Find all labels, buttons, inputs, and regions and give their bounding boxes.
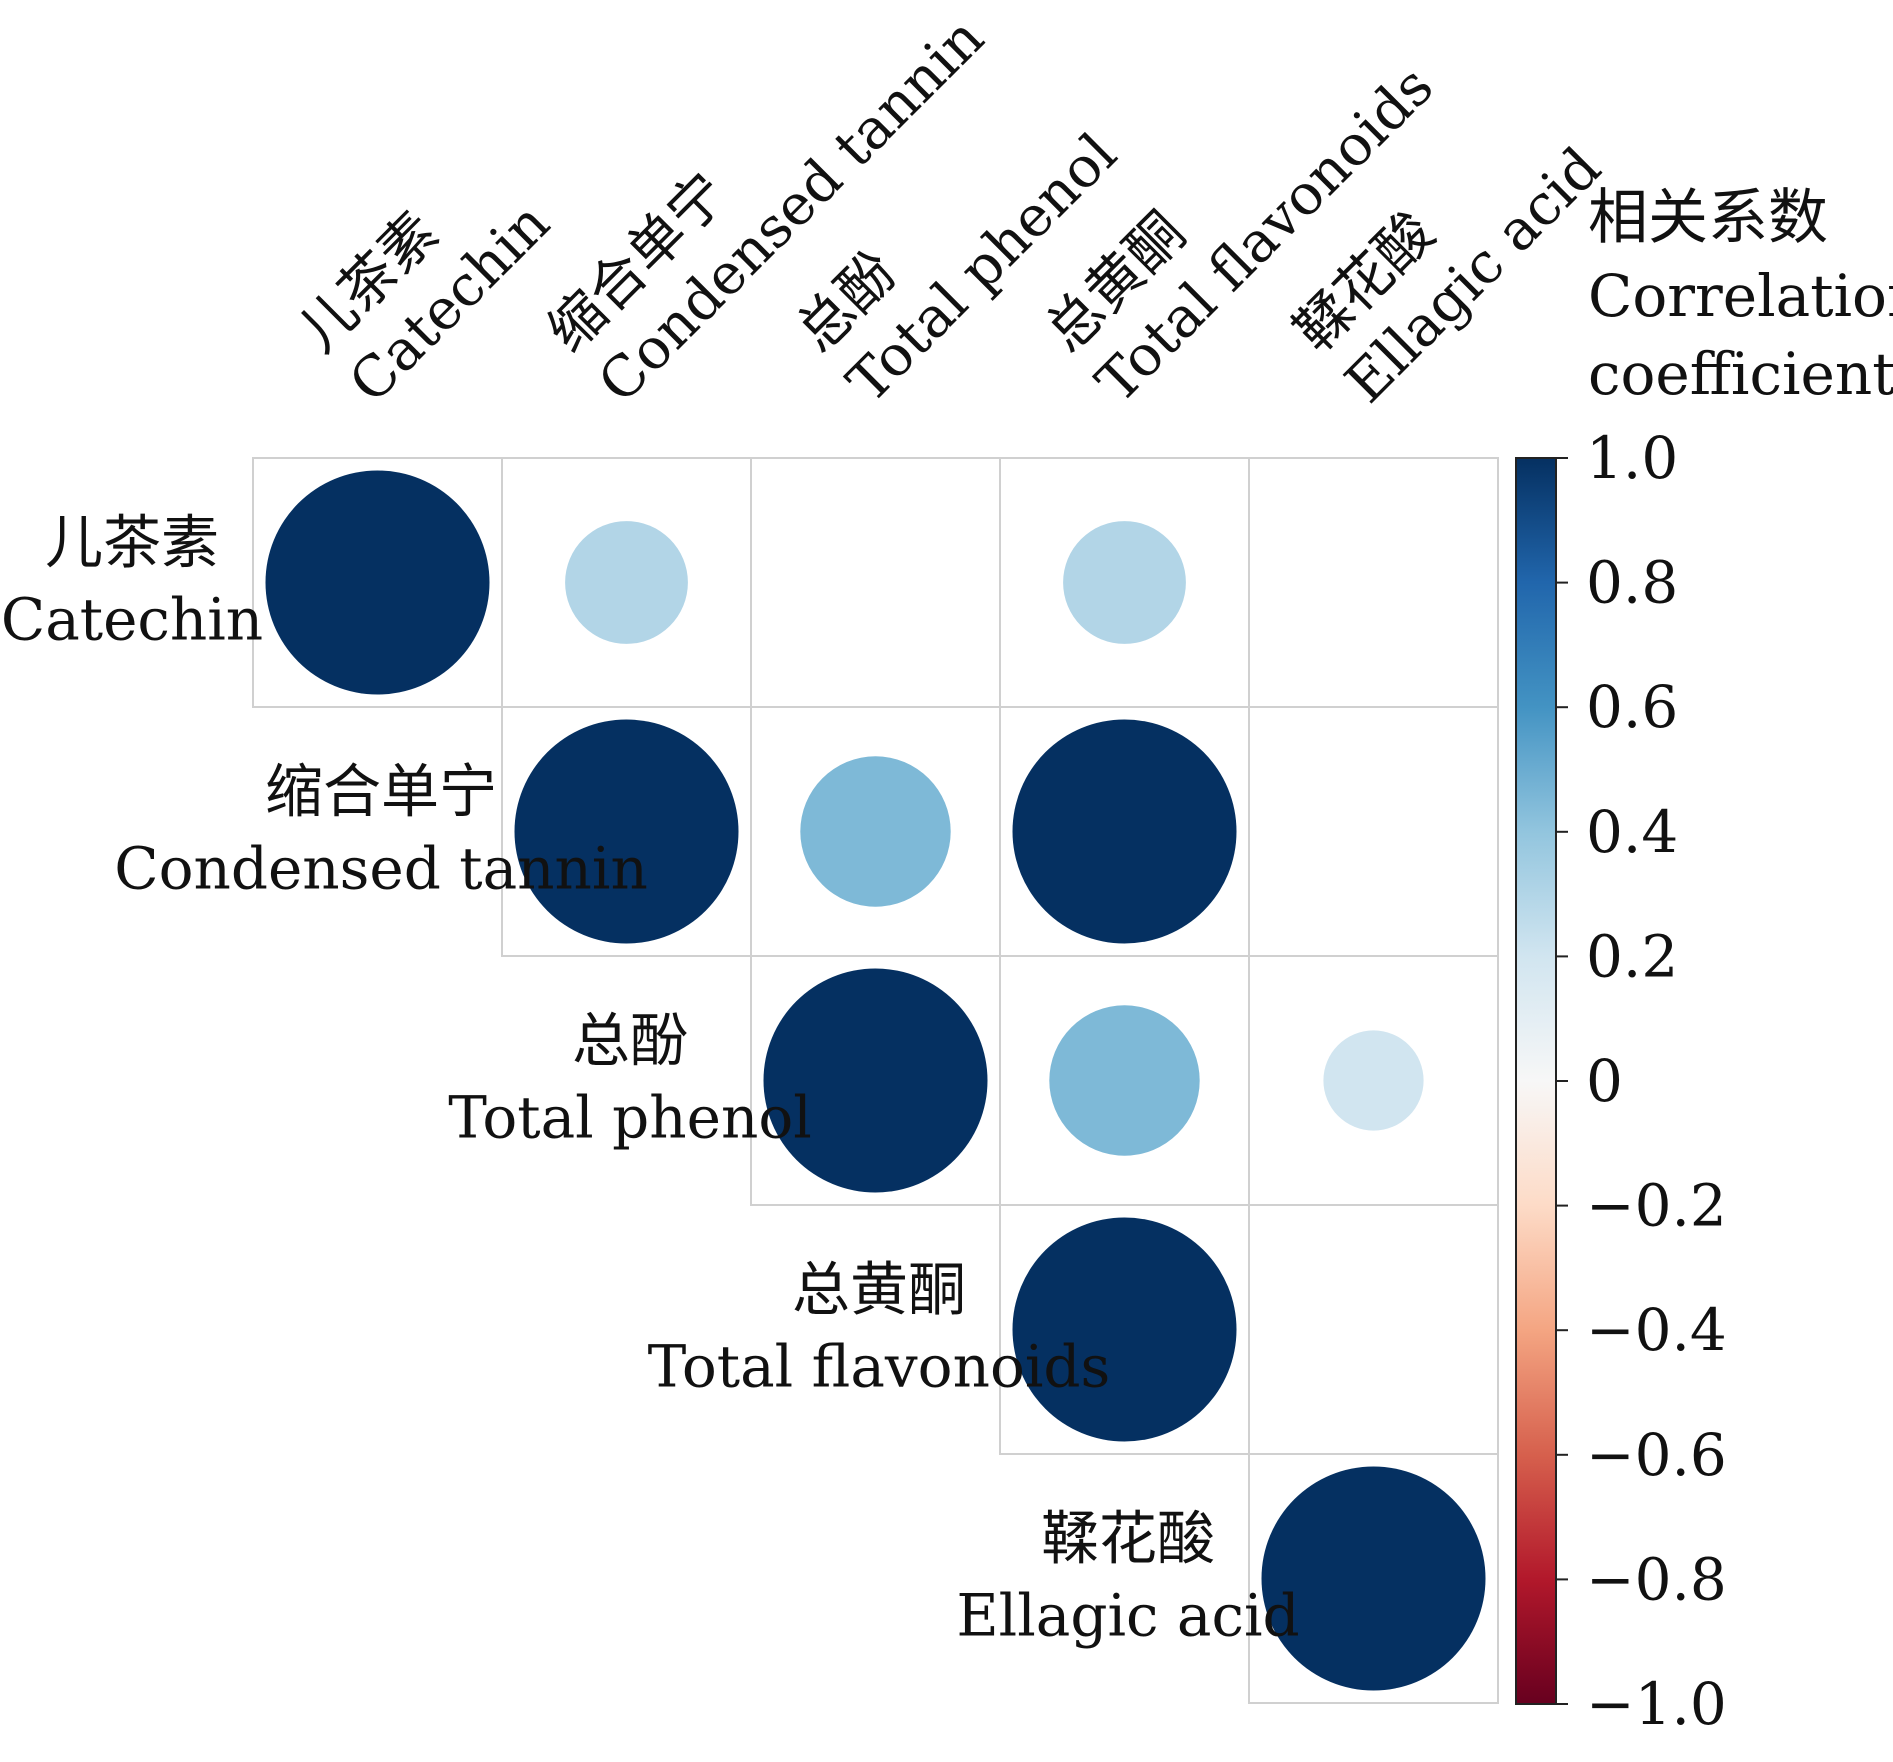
colorbar: 1.0 0.8 0.6 0.4 0.2 0 −0.2 −0.4 −0.6 −0.8 −1.0 相关系… — [1515, 183, 1893, 1738]
correlation-circles — [265, 470, 1486, 1691]
colorbar-gradient — [1515, 457, 1557, 1705]
grid-cell — [1248, 706, 1499, 957]
correlation-circle — [1063, 521, 1186, 644]
row-label-zh: 儿茶素 — [45, 509, 219, 577]
row-label-en: Catechin — [1, 586, 263, 654]
row-label-zh: 鞣花酸 — [1041, 1505, 1215, 1573]
colorbar-title-zh: 相关系数 — [1588, 183, 1828, 253]
correlation-circle — [1323, 1030, 1424, 1131]
correlation-circle — [514, 719, 739, 944]
colorbar-tick-label: −1.0 — [1586, 1670, 1727, 1738]
grid-cell — [1248, 1453, 1499, 1704]
row-label-zh: 缩合单宁 — [265, 758, 497, 826]
colorbar-tick-label: 1.0 — [1586, 424, 1678, 492]
colorbar-tick-label: 0.2 — [1586, 922, 1678, 990]
row-labels: 儿茶素 Catechin 缩合单宁 Condensed tannin 总酚 Total p… — [1, 509, 1300, 1650]
colorbar-title-en-1: Correlation — [1588, 262, 1893, 330]
row-label-en: Total flavonoids — [648, 1333, 1111, 1401]
correlation-circle — [1012, 1217, 1237, 1442]
grid-cell — [750, 457, 1001, 708]
colorbar-title-en-2: coefficient — [1588, 340, 1893, 408]
colorbar-tick-label: −0.4 — [1586, 1296, 1727, 1364]
colorbar-tick-label: 0.6 — [1586, 673, 1678, 741]
grid-cell — [1248, 457, 1499, 708]
row-label-zh: 总黄酮 — [792, 1256, 966, 1324]
row-label-en: Ellagic acid — [956, 1582, 1299, 1650]
row-label-en: Condensed tannin — [114, 835, 648, 903]
colorbar-tick-label: −0.8 — [1586, 1545, 1727, 1613]
correlation-circle — [265, 470, 490, 695]
correlation-circle — [763, 968, 988, 1193]
row-label-en: Total phenol — [448, 1084, 812, 1152]
grid-cell — [1248, 1204, 1499, 1455]
colorbar-ticks: 1.0 0.8 0.6 0.4 0.2 0 −0.2 −0.4 −0.6 −0.8 −1.0 — [1556, 424, 1727, 1738]
colorbar-tick-label: 0.4 — [1586, 798, 1678, 866]
colorbar-tick-label: 0.8 — [1586, 549, 1678, 617]
correlation-circle — [1261, 1466, 1486, 1691]
correlation-circle — [1012, 719, 1237, 944]
row-label-zh: 总酚 — [572, 1007, 688, 1075]
colorbar-tick-label: −0.2 — [1586, 1172, 1727, 1240]
correlation-circle — [1049, 1005, 1200, 1156]
correlation-circle — [565, 521, 688, 644]
colorbar-tick-label: 0 — [1586, 1047, 1623, 1115]
colorbar-tick-label: −0.6 — [1586, 1421, 1727, 1489]
correlation-circle — [800, 756, 951, 907]
correlation-grid — [252, 457, 1499, 1704]
